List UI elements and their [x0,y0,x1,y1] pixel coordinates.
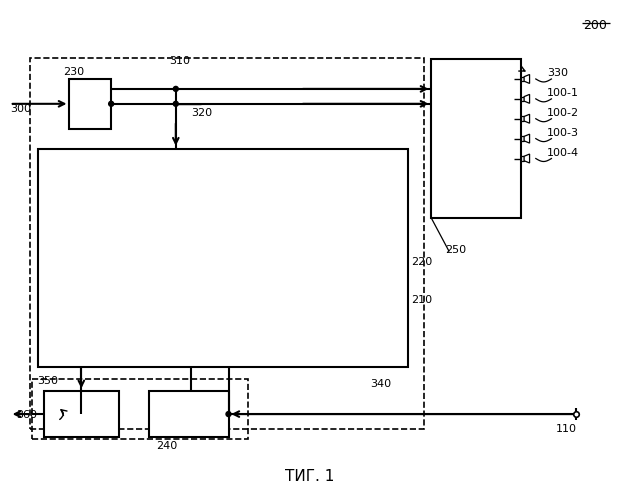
Text: 230: 230 [63,67,84,77]
Bar [521,96,524,101]
Text: ΤИГ. 1: ΤИГ. 1 [285,469,335,484]
Text: 240: 240 [156,441,177,451]
Text: 330: 330 [547,68,568,78]
Text: 200: 200 [584,20,607,32]
Bar [38,148,408,368]
Bar [32,380,248,439]
Bar [43,391,119,437]
Text: 360: 360 [16,410,37,420]
Bar [521,156,524,160]
Polygon shape [524,154,530,163]
Bar [70,79,111,128]
Bar [521,116,524,121]
Text: 220: 220 [412,257,433,267]
Circle shape [108,102,114,106]
Polygon shape [524,114,530,123]
Text: 340: 340 [369,379,391,389]
Bar [149,391,228,437]
Polygon shape [524,74,530,84]
Text: 100-3: 100-3 [547,128,579,138]
Circle shape [174,102,178,106]
Polygon shape [524,94,530,104]
Text: 110: 110 [556,424,577,434]
Bar [521,76,524,81]
Text: 250: 250 [445,245,466,255]
Text: 100-2: 100-2 [547,108,579,118]
Circle shape [174,86,178,92]
Text: 210: 210 [412,294,433,304]
Polygon shape [524,134,530,143]
Bar [431,59,521,218]
Text: 300: 300 [10,104,31,114]
Text: 320: 320 [191,108,212,118]
Bar [29,58,424,429]
Text: 350: 350 [38,376,59,386]
Text: 100-4: 100-4 [547,148,579,158]
Text: 310: 310 [169,56,190,66]
Circle shape [226,412,231,416]
Text: 100-1: 100-1 [547,88,579,98]
Bar [521,136,524,141]
